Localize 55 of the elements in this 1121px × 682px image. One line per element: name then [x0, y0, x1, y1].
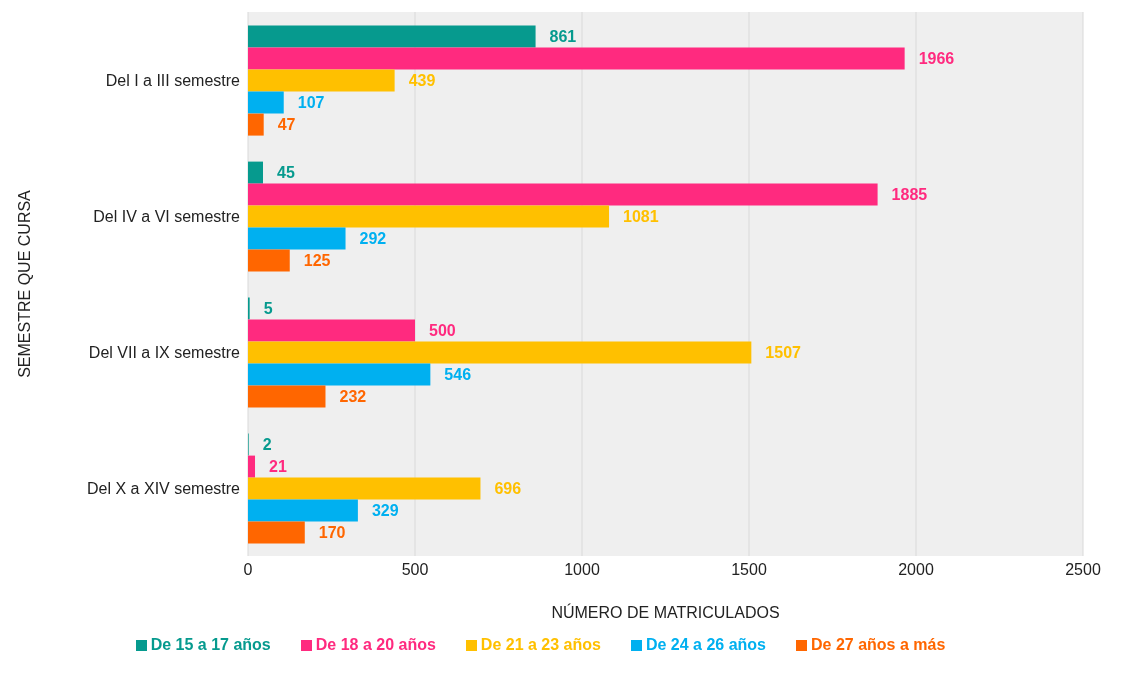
bar	[248, 47, 905, 70]
data-label: 439	[408, 72, 436, 90]
bar	[248, 363, 431, 386]
data-label: 329	[371, 502, 399, 520]
x-tick-label: 2500	[1065, 561, 1101, 579]
bar	[248, 385, 326, 408]
bar	[248, 161, 264, 184]
x-tick-label: 1500	[731, 561, 767, 579]
legend-label: De 27 años a más	[811, 636, 946, 653]
legend-label: De 15 a 17 años	[150, 636, 271, 653]
x-axis-title: NÚMERO DE MATRICULADOS	[551, 603, 780, 621]
data-label: 1081	[623, 208, 659, 226]
data-label: 21	[269, 458, 287, 476]
bar	[248, 455, 256, 478]
data-label: 5	[263, 300, 273, 318]
bar	[248, 499, 358, 522]
y-tick-label: Del I a III semestre	[105, 71, 241, 89]
data-label: 1885	[891, 186, 928, 204]
bar	[248, 113, 264, 136]
legend-label: De 21 a 23 años	[480, 636, 601, 653]
bar	[248, 227, 346, 250]
data-label: 546	[444, 366, 472, 384]
data-label: 170	[318, 524, 346, 542]
bar	[248, 205, 610, 228]
data-label: 232	[339, 388, 367, 406]
bar	[248, 319, 415, 342]
bar	[248, 249, 290, 272]
data-label: 107	[297, 94, 325, 112]
y-tick-label: Del VII a IX semestre	[88, 343, 241, 361]
x-tick-label: 0	[243, 561, 253, 579]
data-label: 1966	[918, 50, 955, 68]
data-label: 2	[262, 436, 272, 454]
y-tick-label: Del X a XIV semestre	[87, 479, 241, 497]
data-label: 696	[494, 480, 522, 498]
data-label: 45	[277, 164, 295, 182]
bar	[248, 91, 284, 114]
legend-label: De 24 a 26 años	[645, 636, 766, 653]
bar	[248, 477, 481, 500]
x-tick-label: 500	[401, 561, 429, 579]
y-tick-label: Del IV a VI semestre	[93, 207, 241, 225]
bar	[248, 521, 305, 544]
bar	[248, 341, 752, 364]
bar	[248, 69, 395, 92]
data-label: 861	[549, 28, 577, 46]
data-label: 500	[429, 322, 456, 340]
data-label: 1507	[765, 344, 802, 362]
x-tick-label: 1000	[564, 561, 600, 579]
bar	[248, 25, 536, 48]
data-label: 125	[303, 252, 331, 270]
legend-label: De 18 a 20 años	[315, 636, 436, 653]
data-label: 47	[277, 116, 296, 134]
x-tick-label: 2000	[898, 561, 934, 579]
bar	[248, 183, 878, 206]
data-label: 292	[359, 230, 387, 248]
y-axis-title: SEMESTRE QUE CURSA	[15, 189, 33, 378]
